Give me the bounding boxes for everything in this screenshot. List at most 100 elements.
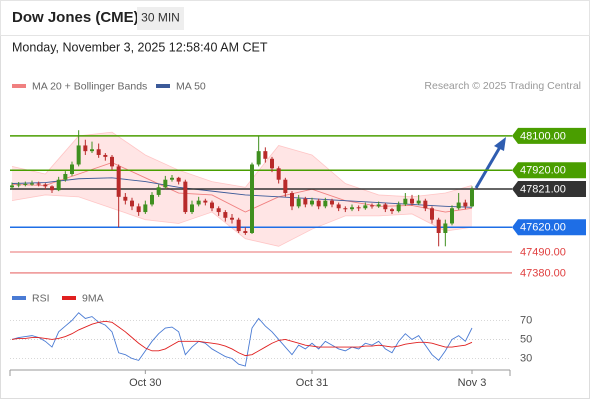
- ma50-line: [11, 177, 473, 208]
- level-box: [512, 162, 586, 179]
- header: [0, 0, 590, 36]
- candle-body: [43, 184, 48, 187]
- level-label: 47380.00: [520, 267, 566, 279]
- candle-body: [183, 181, 188, 213]
- candle-body: [470, 189, 474, 207]
- candle-body: [156, 187, 161, 195]
- bb-upper: [11, 131, 473, 198]
- legend-swatch: [12, 84, 26, 88]
- candle-body: [370, 205, 374, 207]
- candle-body: [56, 179, 61, 191]
- candle-body: [270, 158, 274, 169]
- legend-swatch: [156, 84, 170, 88]
- bb-lower: [11, 194, 473, 247]
- candle-body: [310, 200, 314, 205]
- candle-body: [136, 206, 141, 213]
- title: Dow Jones (CME): [12, 9, 139, 26]
- candle-body: [16, 184, 21, 186]
- candle-body: [456, 202, 461, 209]
- rsi-legend-label: RSI: [32, 292, 50, 304]
- candle-body: [103, 154, 108, 157]
- candle-body: [356, 207, 361, 209]
- candle-body: [443, 223, 448, 233]
- candle-body: [450, 208, 454, 224]
- candle-body: [190, 204, 194, 213]
- level-label: 47920.00: [520, 165, 566, 177]
- candle-body: [430, 208, 434, 220]
- candle-body: [143, 204, 148, 213]
- candle-body: [130, 200, 134, 207]
- legend-label: MA 20 + Bollinger Bands: [32, 80, 147, 92]
- candle-body: [123, 196, 128, 201]
- candle-body: [110, 156, 114, 167]
- candle-body: [236, 219, 241, 232]
- candle-body: [170, 177, 174, 180]
- candle-body: [410, 198, 414, 204]
- candle-body: [50, 186, 54, 191]
- candle-body: [223, 212, 228, 218]
- candle-body: [23, 183, 28, 185]
- forecast-arrow: [474, 146, 502, 189]
- candle-body: [210, 202, 214, 209]
- credit: Research © 2025 Trading Central: [424, 80, 581, 92]
- level-label: 48100.00: [520, 130, 566, 142]
- candle-body: [203, 200, 208, 203]
- candle-body: [303, 198, 308, 205]
- candle-body: [36, 183, 41, 185]
- candle-body: [396, 204, 401, 212]
- candle-body: [436, 219, 441, 233]
- candle-body: [150, 194, 154, 205]
- candle-body: [216, 208, 221, 213]
- legend-label: MA 50: [176, 80, 206, 92]
- rsi-line: [11, 320, 473, 357]
- level-label: 47490.00: [520, 246, 566, 258]
- candle-body: [316, 200, 321, 207]
- candle-body: [116, 166, 121, 197]
- candle-body: [336, 204, 341, 209]
- candle-body: [363, 205, 368, 209]
- candle-body: [30, 183, 34, 185]
- x-tick-label: Oct 31: [296, 377, 328, 389]
- candle-body: [256, 151, 261, 165]
- x-tick-label: Oct 30: [129, 377, 161, 389]
- candle-body: [290, 193, 294, 207]
- candle-body: [276, 168, 281, 180]
- candle-body: [376, 204, 381, 207]
- forecast-arrow-head: [494, 137, 506, 151]
- candle-body: [76, 145, 81, 165]
- level-label: 47620.00: [520, 222, 566, 234]
- rsi-legend-swatch: [62, 296, 76, 300]
- candle-body: [63, 173, 68, 180]
- rsi-line: [11, 312, 473, 367]
- level-box: [512, 181, 586, 198]
- candle-body: [176, 177, 181, 182]
- candle-body: [70, 164, 74, 174]
- rsi-legend-swatch: [12, 296, 26, 300]
- candle-body: [230, 217, 234, 220]
- candle-body: [403, 198, 408, 205]
- rsi-tick-label: 30: [520, 352, 532, 364]
- candle-body: [463, 202, 468, 207]
- candle-body: [243, 231, 248, 233]
- rsi-legend-label: 9MA: [82, 292, 104, 304]
- candle-body: [250, 164, 254, 233]
- candle-body: [10, 185, 14, 188]
- candle-body: [343, 208, 348, 210]
- candle-body: [296, 198, 301, 207]
- candle-body: [423, 200, 428, 209]
- candle-body: [163, 179, 168, 188]
- level-label: 47821.00: [520, 183, 566, 195]
- candle-body: [196, 200, 201, 205]
- level-box: [512, 127, 586, 144]
- candle-body: [390, 209, 394, 212]
- candle-body: [283, 179, 288, 194]
- timeframe-box: [137, 7, 184, 30]
- date: Monday, November 3, 2025 12:58:40 AM CET: [12, 40, 268, 54]
- candle-body: [383, 204, 388, 210]
- rsi-tick-label: 70: [520, 314, 532, 326]
- candle-body: [90, 149, 94, 152]
- candle-body: [416, 200, 421, 204]
- candle-body: [83, 145, 88, 152]
